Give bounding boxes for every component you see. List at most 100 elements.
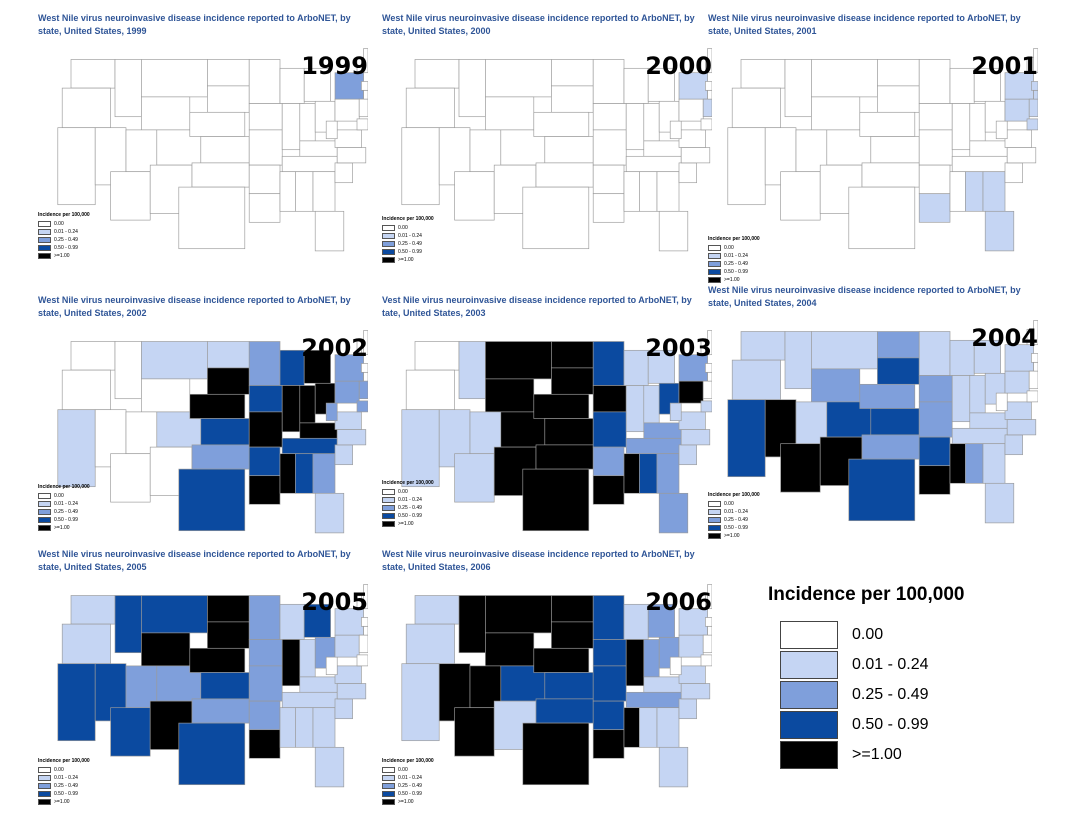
- state-in: [643, 639, 660, 678]
- legend-label: 0.50 - 0.99: [398, 249, 422, 255]
- map-panel-2004: West Nile virus neuroinvasive disease in…: [708, 284, 1058, 549]
- state-pa: [678, 98, 704, 122]
- legend-label: 0.00: [398, 489, 408, 495]
- state-or: [61, 623, 111, 665]
- state-ms: [279, 171, 296, 212]
- mini-legend-row: 0.25 - 0.49: [708, 516, 760, 524]
- state-ma: [705, 617, 712, 627]
- state-ok: [535, 698, 594, 724]
- state-mt: [141, 59, 208, 98]
- legend-swatch: [38, 253, 51, 259]
- legend-swatch: [708, 517, 721, 523]
- state-nj: [702, 634, 712, 654]
- mini-legend-row: >=1.00: [708, 276, 760, 284]
- state-az: [110, 453, 151, 503]
- legend-label: 0.00: [724, 245, 734, 251]
- panel-title: West Nile virus neuroinvasive disease in…: [382, 13, 695, 36]
- state-la: [592, 475, 625, 505]
- state-sc: [334, 444, 353, 466]
- mini-legend: Incidence per 100,000 0.00 0.01 - 0.24 0.25…: [38, 484, 90, 532]
- state-wv: [995, 392, 1008, 412]
- state-ms: [623, 171, 640, 212]
- legend-label: 0.25 - 0.49: [398, 505, 422, 511]
- legend-label: >=1.00: [54, 799, 70, 805]
- us-state-map: [401, 330, 712, 534]
- state-or: [61, 87, 111, 129]
- mini-legend-row: 0.25 - 0.49: [382, 504, 434, 512]
- state-mn: [918, 331, 951, 376]
- legend-swatch: [708, 533, 721, 539]
- state-ny: [1004, 344, 1034, 372]
- mini-legend-title: Incidence per 100,000: [708, 492, 760, 498]
- state-nj: [1028, 370, 1038, 390]
- state-tn: [625, 437, 682, 455]
- state-ia: [592, 103, 627, 131]
- state-az: [110, 171, 151, 221]
- legend-swatch: [382, 241, 395, 247]
- state-ky: [299, 676, 338, 693]
- state-pa: [334, 380, 360, 404]
- state-me: [363, 48, 368, 74]
- state-id: [458, 341, 486, 400]
- state-ny: [334, 608, 364, 636]
- state-nd: [551, 595, 594, 623]
- legend-label: 0.01 - 0.24: [54, 229, 78, 235]
- state-mo: [248, 129, 283, 166]
- legend-swatch: [38, 799, 51, 805]
- mini-legend-title: Incidence per 100,000: [38, 212, 90, 218]
- mini-legend-row: >=1.00: [382, 520, 434, 528]
- mini-legend-row: 0.50 - 0.99: [382, 790, 434, 798]
- state-me: [363, 584, 368, 610]
- state-ky: [969, 412, 1008, 429]
- state-ut: [469, 129, 502, 173]
- state-mo: [248, 411, 283, 448]
- state-tn: [281, 437, 338, 455]
- state-ne: [189, 647, 246, 673]
- state-ca: [727, 127, 766, 206]
- state-tx: [522, 186, 590, 250]
- legend-swatch: [382, 521, 395, 527]
- us-state-map: [57, 584, 368, 788]
- mini-legend-row: 0.01 - 0.24: [708, 508, 760, 516]
- state-az: [454, 453, 495, 503]
- state-nc: [336, 147, 367, 164]
- state-sd: [877, 357, 920, 385]
- legend-swatch: [382, 767, 395, 773]
- main-legend-title: Incidence per 100,000: [768, 584, 965, 605]
- state-nd: [877, 59, 920, 87]
- state-ca: [57, 409, 96, 488]
- state-ms: [623, 453, 640, 494]
- state-va: [678, 411, 706, 430]
- state-in: [299, 639, 316, 678]
- state-or: [405, 369, 455, 411]
- state-fl: [314, 746, 345, 788]
- panel-title: West Nile virus neuroinvasive disease in…: [708, 285, 1021, 308]
- state-ma: [1031, 81, 1038, 91]
- state-ms: [623, 707, 640, 748]
- state-wv: [995, 120, 1008, 140]
- legend-swatch: [38, 767, 51, 773]
- legend-label: 0.00: [724, 501, 734, 507]
- legend-swatch: [382, 257, 395, 263]
- state-ks: [870, 136, 920, 164]
- mini-legend: Incidence per 100,000 0.00 0.01 - 0.24 0.25…: [382, 480, 434, 528]
- state-ia: [918, 103, 953, 131]
- state-mi: [973, 67, 1001, 102]
- legend-label: 0.25 - 0.49: [398, 783, 422, 789]
- legend-swatch: [38, 783, 51, 789]
- state-sc: [1004, 434, 1023, 456]
- mini-legend: Incidence per 100,000 0.00 0.01 - 0.24 0.25…: [708, 492, 760, 540]
- state-id: [784, 59, 812, 118]
- state-il: [625, 103, 645, 151]
- state-ia: [592, 385, 627, 413]
- state-ms: [949, 171, 966, 212]
- state-mt: [811, 331, 878, 370]
- state-ct: [363, 625, 368, 636]
- map-panel-2002: West Nile virus neuroinvasive disease in…: [38, 294, 388, 559]
- state-la: [248, 475, 281, 505]
- state-nd: [877, 331, 920, 359]
- state-sd: [877, 85, 920, 113]
- state-tn: [281, 155, 338, 173]
- legend-swatch: [38, 517, 51, 523]
- state-me: [707, 584, 712, 610]
